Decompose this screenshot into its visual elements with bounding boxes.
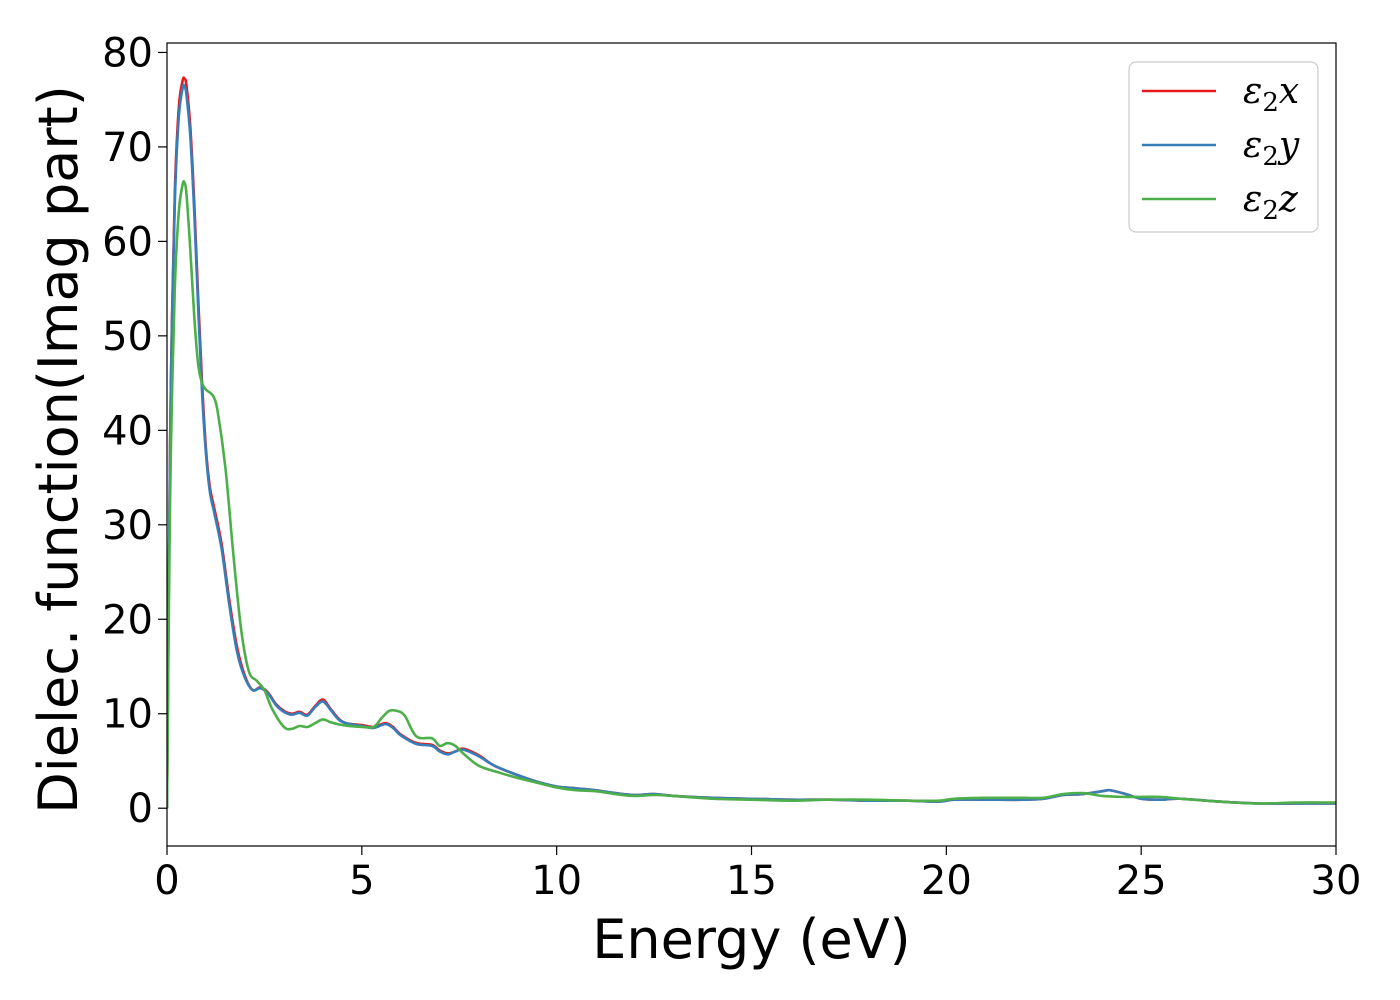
y-axis: 0 10 20 30 40 50 60 70 80 [102, 30, 167, 832]
legend-label-suffix: y [1277, 125, 1300, 166]
y-tick-label: 10 [102, 692, 153, 738]
y-tick-label: 70 [102, 125, 153, 171]
legend-label-z: ε2z [1243, 179, 1299, 226]
x-tick-label: 5 [349, 858, 374, 904]
y-tick-label: 50 [102, 314, 153, 360]
x-axis: 0 5 10 15 20 25 30 [154, 846, 1361, 904]
legend-label-subscript: 2 [1262, 196, 1279, 226]
legend-label-base: ε [1243, 71, 1262, 112]
y-tick-label: 30 [102, 503, 153, 549]
series-layer [167, 76, 1336, 809]
series-line-y [167, 83, 1336, 809]
y-tick-label: 40 [102, 408, 153, 454]
legend-label-y: ε2y [1243, 125, 1300, 172]
legend-label-suffix: x [1279, 71, 1299, 112]
legend-label-subscript: 2 [1262, 88, 1279, 118]
x-tick-label: 0 [154, 858, 179, 904]
x-tick-label: 15 [726, 858, 777, 904]
legend-label-base: ε [1243, 125, 1262, 166]
x-axis-title: Energy (eV) [592, 908, 911, 971]
y-tick-label: 60 [102, 219, 153, 265]
legend-label-base: ε [1243, 179, 1262, 220]
x-tick-label: 20 [921, 858, 972, 904]
legend-label-suffix: z [1278, 179, 1299, 220]
x-tick-label: 25 [1116, 858, 1167, 904]
y-tick-label: 80 [102, 30, 153, 76]
legend-label-subscript: 2 [1262, 142, 1279, 172]
y-tick-label: 20 [102, 597, 153, 643]
legend-label-x: ε2x [1243, 71, 1299, 118]
y-axis-title: Dielec. function(Imag part) [27, 85, 90, 814]
y-tick-label: 0 [128, 786, 153, 832]
x-tick-label: 10 [531, 858, 582, 904]
x-tick-label: 30 [1311, 858, 1362, 904]
legend-box [1128, 61, 1319, 233]
series-line-z [167, 179, 1336, 809]
